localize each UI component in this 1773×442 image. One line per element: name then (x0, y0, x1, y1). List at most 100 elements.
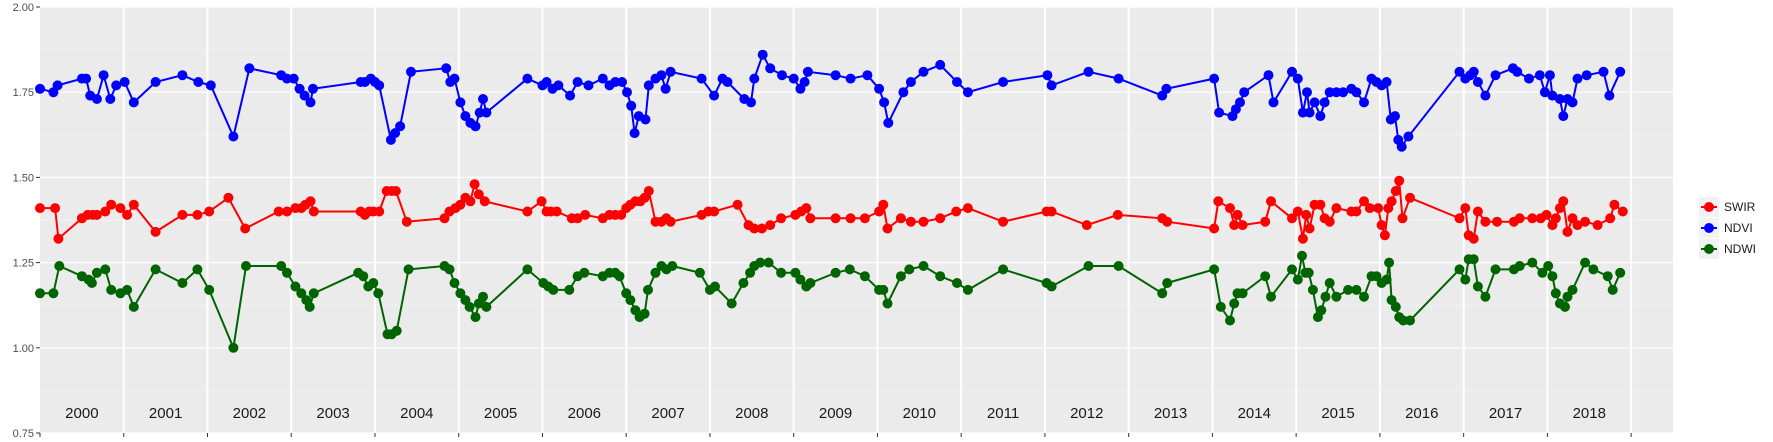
year-label: 2010 (903, 405, 936, 422)
data-point (1558, 111, 1569, 122)
data-point (1046, 206, 1057, 217)
data-point (128, 97, 139, 108)
data-point (150, 226, 161, 237)
data-point (1302, 87, 1312, 98)
data-point (1297, 250, 1307, 261)
data-point (522, 264, 533, 275)
data-point (579, 267, 590, 278)
data-point (1390, 186, 1401, 196)
data-point (522, 206, 533, 217)
data-point (522, 73, 533, 84)
data-point (276, 261, 287, 271)
data-point (128, 301, 139, 312)
data-point (35, 83, 45, 94)
data-point (898, 87, 909, 98)
data-point (1316, 305, 1327, 316)
data-point (805, 278, 816, 288)
data-point (1209, 264, 1220, 275)
data-point (614, 271, 625, 282)
data-point (1514, 213, 1525, 224)
data-point (1263, 70, 1274, 81)
data-point (1215, 301, 1226, 312)
data-point (177, 209, 188, 220)
data-point (35, 288, 45, 299)
year-label: 2015 (1321, 405, 1354, 422)
data-point (86, 278, 97, 288)
data-point (1572, 73, 1583, 84)
data-point (1268, 97, 1279, 108)
data-point (1605, 213, 1616, 224)
data-point (572, 213, 583, 224)
data-point (656, 70, 667, 81)
data-point (801, 203, 812, 214)
data-point (470, 121, 481, 132)
data-point (1046, 281, 1057, 292)
year-label: 2011 (987, 405, 1019, 422)
data-point (1260, 216, 1271, 227)
data-point (50, 203, 61, 214)
data-point (935, 213, 946, 224)
data-point (1492, 216, 1503, 227)
data-point (1454, 213, 1465, 224)
data-point (1260, 271, 1271, 282)
data-point (732, 199, 743, 210)
legend-label: NDVI (1724, 221, 1753, 235)
data-point (1560, 301, 1570, 312)
data-point (553, 80, 564, 91)
data-point (1376, 220, 1387, 231)
data-point (1543, 261, 1554, 271)
data-point (878, 284, 889, 295)
data-point (565, 90, 576, 101)
data-point (1319, 97, 1330, 108)
data-point (1287, 213, 1297, 224)
data-point (1162, 278, 1173, 288)
data-point (918, 216, 929, 227)
data-point (1480, 90, 1491, 101)
data-point (746, 97, 756, 108)
legend-label: NDWI (1724, 242, 1756, 256)
data-point (290, 281, 301, 292)
data-point (54, 261, 65, 271)
data-point (305, 97, 316, 108)
data-point (441, 63, 452, 74)
data-point (1405, 315, 1415, 326)
data-point (1607, 284, 1618, 295)
data-point (1320, 291, 1331, 302)
data-point (177, 278, 188, 288)
data-point (572, 77, 583, 87)
data-point (878, 199, 889, 210)
data-point (1460, 203, 1471, 214)
data-point (1480, 291, 1491, 302)
data-point (308, 206, 319, 217)
data-point (1562, 226, 1573, 237)
data-point (1527, 213, 1538, 224)
data-point (1113, 73, 1124, 84)
data-point (464, 301, 475, 312)
data-point (240, 223, 251, 234)
data-point (1381, 274, 1392, 285)
data-point (1214, 107, 1225, 118)
data-point (667, 261, 678, 271)
data-point (1384, 257, 1395, 268)
data-point (1351, 284, 1362, 295)
year-label: 2009 (819, 405, 852, 422)
data-point (665, 216, 676, 227)
year-label: 2001 (149, 405, 182, 422)
data-point (1460, 274, 1471, 285)
data-point (777, 70, 787, 81)
data-point (1592, 220, 1603, 231)
year-label: 2004 (400, 405, 433, 422)
data-point (1405, 192, 1415, 203)
data-point (1292, 274, 1303, 285)
data-point (455, 199, 466, 210)
data-point (150, 264, 161, 275)
data-point (1209, 223, 1220, 234)
data-point (204, 206, 215, 217)
data-point (749, 223, 760, 234)
data-point (650, 267, 661, 278)
data-point (962, 87, 973, 98)
data-point (1287, 264, 1297, 275)
grid (40, 6, 1673, 434)
year-label: 2000 (65, 405, 98, 422)
